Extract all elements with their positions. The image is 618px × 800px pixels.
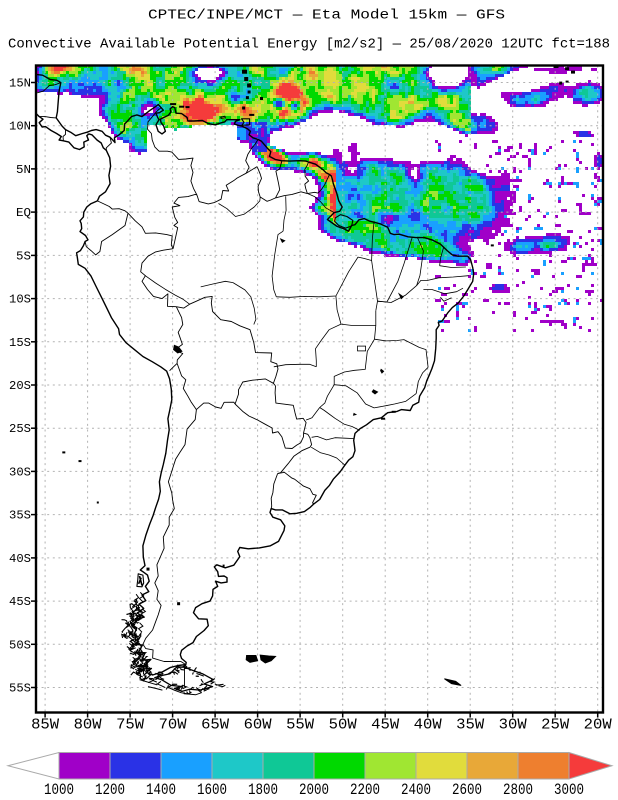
svg-text:EQ: EQ <box>16 207 31 220</box>
svg-text:CPTEC/INPE/MCT — Eta Model 15: CPTEC/INPE/MCT — Eta Model 15km — GFS <box>148 8 505 24</box>
svg-text:Convective Available Potential: Convective Available Potential Energy [m… <box>8 37 610 53</box>
svg-text:40W: 40W <box>414 718 442 734</box>
svg-text:50W: 50W <box>329 718 357 734</box>
svg-text:65W: 65W <box>201 718 229 734</box>
svg-text:75W: 75W <box>116 718 144 734</box>
svg-text:1600: 1600 <box>197 781 227 799</box>
svg-text:1800: 1800 <box>248 781 278 799</box>
svg-text:85W: 85W <box>31 718 59 734</box>
svg-text:20S: 20S <box>9 380 31 393</box>
svg-text:45S: 45S <box>9 596 31 609</box>
svg-text:60W: 60W <box>244 718 272 734</box>
svg-text:2000: 2000 <box>299 781 329 799</box>
svg-text:10N: 10N <box>9 121 31 134</box>
svg-text:25W: 25W <box>541 718 569 734</box>
svg-text:10S: 10S <box>9 294 31 307</box>
svg-text:30S: 30S <box>9 466 31 479</box>
svg-text:1400: 1400 <box>146 781 176 799</box>
svg-text:30W: 30W <box>499 718 527 734</box>
svg-text:5N: 5N <box>16 164 31 177</box>
svg-text:80W: 80W <box>74 718 102 734</box>
svg-text:50S: 50S <box>9 639 31 652</box>
svg-text:40S: 40S <box>9 553 31 566</box>
svg-text:45W: 45W <box>371 718 399 734</box>
svg-text:15N: 15N <box>9 78 31 91</box>
svg-text:35W: 35W <box>456 718 484 734</box>
svg-text:25S: 25S <box>9 423 31 436</box>
svg-text:1200: 1200 <box>95 781 125 799</box>
svg-text:1000: 1000 <box>44 781 74 799</box>
svg-text:3000: 3000 <box>554 781 584 799</box>
svg-text:55S: 55S <box>9 683 31 696</box>
svg-text:35S: 35S <box>9 510 31 523</box>
svg-text:15S: 15S <box>9 337 31 350</box>
svg-text:70W: 70W <box>159 718 187 734</box>
svg-text:2400: 2400 <box>401 781 431 799</box>
svg-text:2800: 2800 <box>503 781 533 799</box>
svg-text:5S: 5S <box>16 250 31 263</box>
svg-text:2200: 2200 <box>350 781 380 799</box>
svg-text:2600: 2600 <box>452 781 482 799</box>
svg-text:20W: 20W <box>584 718 612 734</box>
svg-text:55W: 55W <box>286 718 314 734</box>
